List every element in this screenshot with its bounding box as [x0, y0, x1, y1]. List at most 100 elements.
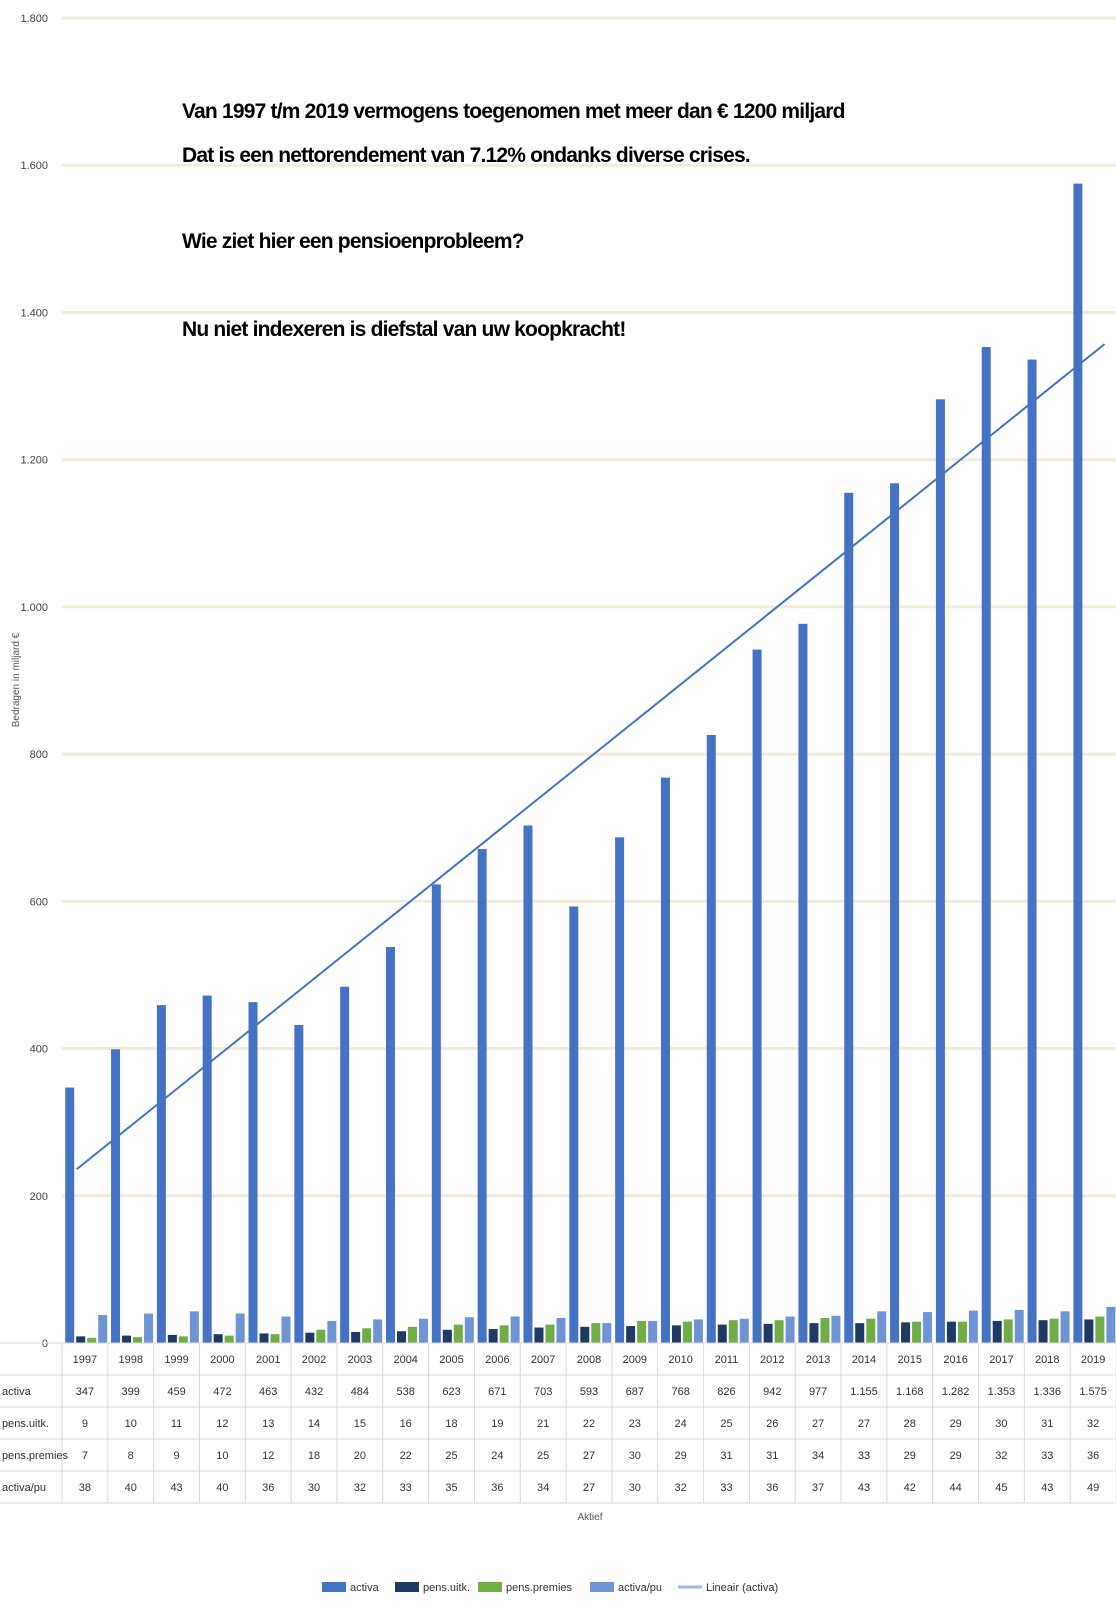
table-cell: 472	[213, 1386, 231, 1398]
bar-pensuitk	[122, 1335, 132, 1343]
x-tick-label: 2014	[852, 1354, 876, 1366]
legend-item: pens.uitk.	[395, 1582, 470, 1594]
y-tick-label: 1.800	[20, 13, 48, 25]
table-cell: 29	[949, 1418, 961, 1430]
bar-activa	[477, 849, 487, 1343]
bar-penspremies	[957, 1321, 967, 1343]
x-tick-label: 2019	[1081, 1354, 1105, 1366]
table-cell: 703	[534, 1386, 552, 1398]
table-cell: 593	[580, 1386, 598, 1398]
bar-activapu	[968, 1310, 978, 1343]
bar-pensuitk	[1038, 1320, 1048, 1343]
table-cell: 20	[354, 1450, 366, 1462]
bar-penspremies	[591, 1323, 601, 1343]
table-cell: 31	[720, 1450, 732, 1462]
x-tick-label: 2018	[1035, 1354, 1059, 1366]
legend-label: activa/pu	[618, 1582, 662, 1594]
legend-label: pens.uitk.	[423, 1582, 470, 1594]
table-cell: 25	[720, 1418, 732, 1430]
bar-pensuitk	[992, 1320, 1002, 1343]
table-cell: 1.353	[988, 1386, 1016, 1398]
y-tick-label: 1.400	[20, 307, 48, 319]
bar-activa	[431, 884, 441, 1343]
bar-activa	[156, 1005, 166, 1343]
table-cell: 399	[122, 1386, 140, 1398]
bar-activapu	[648, 1320, 658, 1343]
bar-penspremies	[1049, 1318, 1059, 1343]
bar-pensuitk	[534, 1327, 544, 1343]
x-tick-label: 2002	[302, 1354, 326, 1366]
table-cell: 32	[995, 1450, 1007, 1462]
table-cell: 36	[491, 1482, 503, 1494]
bar-activa	[294, 1025, 304, 1343]
bar-pensuitk	[259, 1333, 269, 1343]
y-tick-label: 1.600	[20, 160, 48, 172]
y-tick-label: 400	[30, 1044, 48, 1056]
bar-penspremies	[499, 1325, 509, 1343]
legend-swatch	[590, 1582, 614, 1592]
bar-penspremies	[133, 1337, 143, 1343]
bar-activapu	[1106, 1306, 1116, 1343]
table-cell: 22	[400, 1450, 412, 1462]
annotations: Van 1997 t/m 2019 vermogens toegenomen m…	[182, 100, 846, 341]
table-cell: 1.155	[850, 1386, 878, 1398]
bar-activapu	[373, 1319, 383, 1343]
bar-pensuitk	[76, 1336, 86, 1343]
bar-activa	[706, 734, 716, 1343]
bar-penspremies	[178, 1336, 188, 1343]
table-cell: 36	[1087, 1450, 1099, 1462]
bar-penspremies	[545, 1324, 555, 1343]
bar-activapu	[281, 1316, 291, 1343]
trendline-linear	[76, 343, 1106, 1171]
table-cell: 538	[397, 1386, 415, 1398]
legend-item: activa/pu	[590, 1582, 662, 1594]
table-cell: 623	[442, 1386, 460, 1398]
bar-activa	[385, 946, 395, 1343]
bar-pensuitk	[901, 1322, 911, 1343]
bar-activa	[111, 1049, 121, 1343]
table-cell: 36	[262, 1482, 274, 1494]
table-row-label: pens.uitk.	[2, 1418, 49, 1430]
bar-activa	[752, 649, 762, 1343]
table-cell: 23	[629, 1418, 641, 1430]
y-tick-label: 200	[30, 1191, 48, 1203]
legend-label: Lineair (activa)	[706, 1582, 778, 1594]
y-tick-label: 1.200	[20, 455, 48, 467]
bar-pensuitk	[442, 1329, 452, 1343]
bar-activa	[248, 1002, 258, 1343]
table-cell: 1.168	[896, 1386, 924, 1398]
trendline	[76, 343, 1106, 1171]
table-cell: 942	[763, 1386, 781, 1398]
x-tick-label: 2003	[348, 1354, 372, 1366]
table-cell: 671	[488, 1386, 506, 1398]
table-cell: 29	[675, 1450, 687, 1462]
table-cell: 8	[128, 1450, 134, 1462]
bar-pensuitk	[671, 1325, 681, 1343]
bar-penspremies	[820, 1317, 830, 1343]
y-tick-label: 600	[30, 896, 48, 908]
bar-activa	[844, 492, 854, 1344]
x-tick-label: 2009	[623, 1354, 647, 1366]
bar-activa	[615, 837, 625, 1343]
table-cell: 26	[766, 1418, 778, 1430]
table-cell: 10	[125, 1418, 137, 1430]
table-cell: 10	[216, 1450, 228, 1462]
table-cell: 12	[216, 1418, 228, 1430]
x-tick-label: 2005	[439, 1354, 463, 1366]
bars	[65, 183, 1116, 1344]
bar-penspremies	[270, 1334, 280, 1343]
table-cell: 687	[626, 1386, 644, 1398]
table-cell: 25	[537, 1450, 549, 1462]
table-row-label: activa	[2, 1386, 32, 1398]
x-axis-title: Aktief	[577, 1512, 602, 1523]
x-tick-label: 2016	[943, 1354, 967, 1366]
table-cell: 43	[858, 1482, 870, 1494]
table-cell: 14	[308, 1418, 320, 1430]
bar-activapu	[464, 1317, 474, 1343]
x-tick-label: 2001	[256, 1354, 280, 1366]
legend-swatch	[478, 1582, 502, 1592]
y-tick-label: 800	[30, 749, 48, 761]
x-tick-label: 2013	[806, 1354, 830, 1366]
table-cell: 30	[629, 1482, 641, 1494]
